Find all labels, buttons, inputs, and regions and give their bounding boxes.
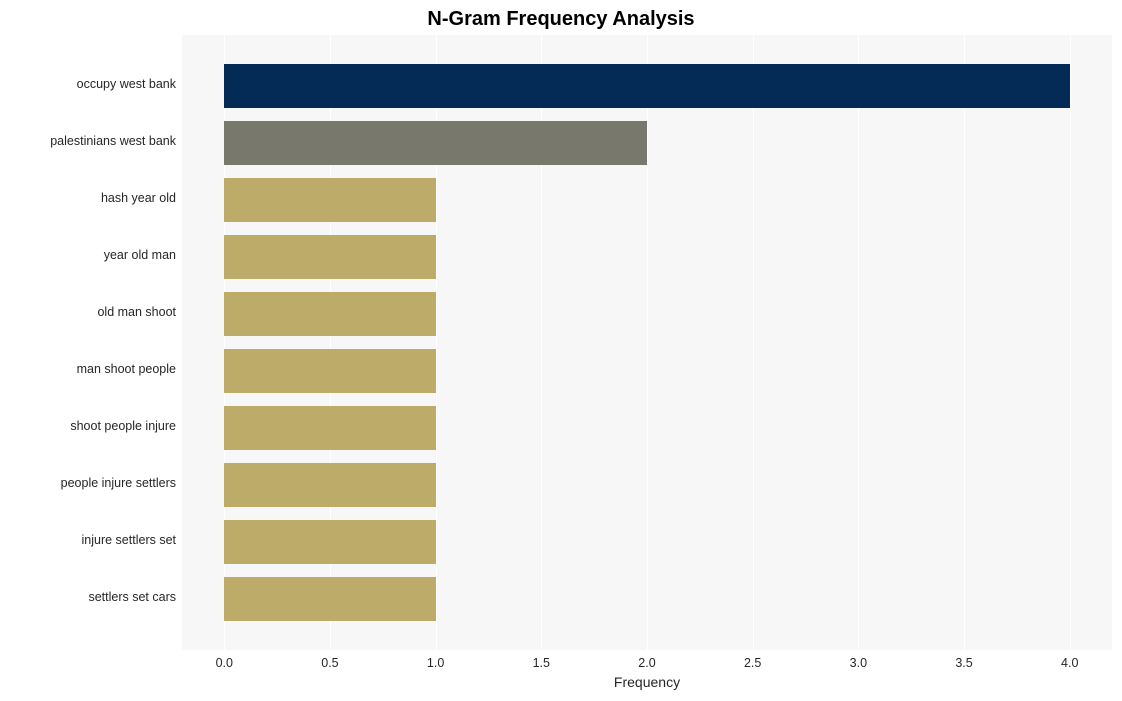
bar bbox=[224, 235, 435, 279]
bar bbox=[224, 349, 435, 393]
gridline bbox=[858, 35, 859, 650]
gridline bbox=[753, 35, 754, 650]
bar bbox=[224, 178, 435, 222]
gridline bbox=[1070, 35, 1071, 650]
ngram-frequency-chart: N-Gram Frequency Analysis occupy west ba… bbox=[0, 0, 1122, 701]
ytick-label: man shoot people bbox=[77, 362, 176, 376]
xtick-label: 0.0 bbox=[204, 656, 244, 670]
ytick-label: hash year old bbox=[101, 191, 176, 205]
bar bbox=[224, 292, 435, 336]
ytick-label: old man shoot bbox=[97, 305, 176, 319]
xtick-label: 4.0 bbox=[1050, 656, 1090, 670]
xtick-label: 0.5 bbox=[310, 656, 350, 670]
xtick-label: 1.0 bbox=[416, 656, 456, 670]
bar bbox=[224, 406, 435, 450]
chart-title: N-Gram Frequency Analysis bbox=[0, 8, 1122, 31]
bar bbox=[224, 64, 1069, 108]
xtick-label: 3.5 bbox=[944, 656, 984, 670]
ytick-label: shoot people injure bbox=[70, 419, 176, 433]
ytick-label: people injure settlers bbox=[61, 476, 176, 490]
gridline bbox=[647, 35, 648, 650]
xtick-label: 1.5 bbox=[521, 656, 561, 670]
bar bbox=[224, 520, 435, 564]
ytick-label: settlers set cars bbox=[88, 590, 176, 604]
xtick-label: 3.0 bbox=[838, 656, 878, 670]
x-axis-label: Frequency bbox=[182, 674, 1112, 690]
bar bbox=[224, 577, 435, 621]
ytick-label: palestinians west bank bbox=[50, 134, 176, 148]
bar bbox=[224, 463, 435, 507]
ytick-label: occupy west bank bbox=[77, 77, 176, 91]
ytick-label: year old man bbox=[104, 248, 176, 262]
gridline bbox=[964, 35, 965, 650]
bar bbox=[224, 121, 647, 165]
xtick-label: 2.5 bbox=[733, 656, 773, 670]
xtick-label: 2.0 bbox=[627, 656, 667, 670]
ytick-label: injure settlers set bbox=[82, 533, 176, 547]
plot-area bbox=[182, 35, 1112, 650]
